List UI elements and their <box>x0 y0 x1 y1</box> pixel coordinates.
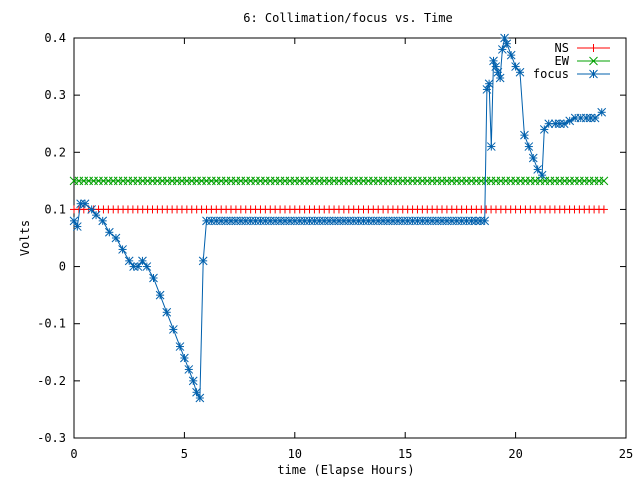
x-tick-label: 25 <box>619 447 633 461</box>
data-point <box>599 205 608 214</box>
data-point <box>111 233 121 243</box>
data-point <box>520 130 529 140</box>
data-point <box>142 262 152 271</box>
data-point <box>69 216 79 226</box>
data-point <box>586 113 596 123</box>
x-axis-label: time (Elapse Hours) <box>277 463 414 477</box>
data-point <box>533 165 543 174</box>
data-point <box>118 245 127 254</box>
y-tick-label: 0.2 <box>44 145 66 159</box>
y-tick-label: 0.4 <box>44 31 66 45</box>
data-point <box>589 44 598 52</box>
data-point <box>91 210 101 220</box>
data-point <box>471 216 481 226</box>
y-axis-label: Volts <box>18 220 32 256</box>
data-point <box>589 69 598 79</box>
data-point <box>98 216 108 226</box>
data-point <box>169 325 178 334</box>
data-point <box>104 227 114 237</box>
data-point <box>480 216 490 226</box>
data-point <box>589 56 598 66</box>
data-point <box>486 142 496 151</box>
axis-ticks: 0 5 10 15 20 25 -0.3 -0.2 -0.1 0 0.1 0.2 0.3 0.4 <box>37 31 633 461</box>
data-point <box>497 45 507 54</box>
x-tick-label: 10 <box>288 447 302 461</box>
data-point <box>537 170 547 180</box>
data-point <box>155 290 165 300</box>
data-point <box>502 39 512 49</box>
y-tick-label: -0.1 <box>37 317 66 331</box>
data-point <box>495 73 505 83</box>
data-point <box>138 256 147 266</box>
data-point <box>72 222 82 231</box>
legend-label: NS <box>555 41 569 55</box>
y-tick-label: 0 <box>59 260 66 274</box>
data-point <box>515 67 525 77</box>
data-point <box>539 125 549 134</box>
data-point <box>511 62 520 71</box>
data-point <box>590 113 600 123</box>
series-EW <box>69 176 609 186</box>
data-point <box>475 216 485 226</box>
data-point <box>124 256 134 266</box>
plot-area-frame <box>73 37 627 439</box>
y-tick-label: 0.3 <box>44 88 66 102</box>
x-tick-label: 5 <box>181 447 188 461</box>
x-tick-label: 0 <box>70 447 77 461</box>
x-tick-label: 20 <box>508 447 522 461</box>
data-point <box>162 307 172 317</box>
data-point <box>506 50 516 60</box>
y-tick-label: 0.1 <box>44 202 66 216</box>
data-point <box>149 273 158 283</box>
data-point <box>87 205 97 214</box>
series-NS <box>70 205 608 214</box>
data-point <box>198 256 208 266</box>
data-point <box>524 142 534 151</box>
data-point <box>133 262 143 271</box>
data-point <box>80 199 90 209</box>
data-point <box>550 119 560 129</box>
series-focus <box>69 33 607 403</box>
data-point <box>184 365 194 374</box>
x-tick-label: 15 <box>398 447 412 461</box>
legend-label: focus <box>533 67 569 81</box>
series-layer <box>69 33 609 403</box>
y-tick-label: -0.3 <box>37 431 66 445</box>
data-point <box>528 153 538 163</box>
data-point <box>175 342 185 351</box>
data-point <box>188 376 198 386</box>
data-point <box>484 79 494 89</box>
data-point <box>597 107 607 117</box>
series-line <box>73 36 603 400</box>
data-point <box>76 199 85 209</box>
chart-title: 6: Collimation/focus vs. Time <box>243 11 453 25</box>
data-point <box>195 393 205 403</box>
y-tick-label: -0.2 <box>37 374 66 388</box>
data-point <box>180 353 189 363</box>
data-point <box>129 262 138 271</box>
data-point <box>599 176 609 186</box>
legend-label: EW <box>555 54 570 68</box>
